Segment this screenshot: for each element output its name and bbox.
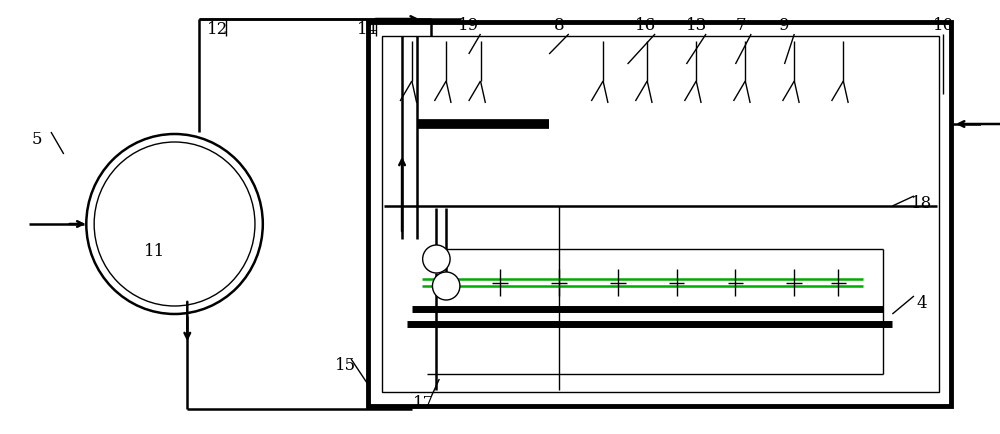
Text: 8: 8 <box>554 17 564 34</box>
Text: 13: 13 <box>686 17 707 34</box>
Text: 10: 10 <box>933 17 954 34</box>
Circle shape <box>423 245 450 273</box>
Circle shape <box>432 272 460 300</box>
Text: 15: 15 <box>335 358 356 375</box>
Text: 17: 17 <box>413 395 434 412</box>
Text: 11: 11 <box>144 243 166 260</box>
Text: 7: 7 <box>736 17 747 34</box>
Text: 16: 16 <box>635 17 656 34</box>
Text: 4: 4 <box>916 296 927 312</box>
Bar <box>382 36 939 392</box>
Bar <box>368 22 951 406</box>
Text: 19: 19 <box>458 17 479 34</box>
Text: 9: 9 <box>779 17 790 34</box>
Circle shape <box>86 134 263 314</box>
Bar <box>387 38 936 204</box>
Text: 18: 18 <box>911 195 932 213</box>
Text: 5: 5 <box>32 131 43 148</box>
Circle shape <box>94 142 255 306</box>
Text: 12: 12 <box>207 20 228 37</box>
Text: 14: 14 <box>357 20 378 37</box>
